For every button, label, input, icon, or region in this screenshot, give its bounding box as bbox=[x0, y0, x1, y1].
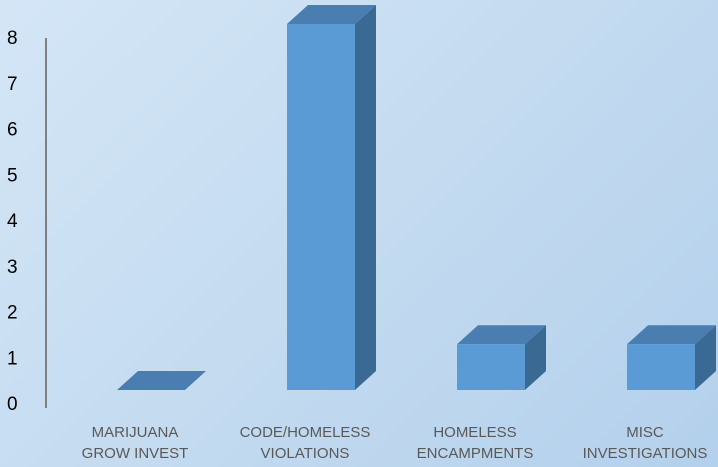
bar-top bbox=[457, 325, 546, 345]
y-tick-label: 1 bbox=[7, 348, 18, 369]
bar bbox=[117, 371, 206, 390]
y-tick-label: 5 bbox=[7, 165, 18, 186]
category-labels: MARIJUANA GROW INVEST CODE/HOMELESS VIOLATI… bbox=[82, 424, 708, 462]
y-tick-label: 7 bbox=[7, 74, 18, 95]
y-tick-label: 2 bbox=[7, 303, 18, 324]
bar-side bbox=[355, 5, 376, 390]
category-label: CODE/HOMELESS VIOLATIONS bbox=[240, 424, 371, 462]
bar bbox=[457, 325, 546, 390]
y-tick-label: 8 bbox=[7, 28, 18, 49]
bar-top bbox=[287, 5, 376, 24]
y-tick-label: 6 bbox=[7, 120, 18, 141]
bar-front bbox=[627, 344, 695, 390]
category-label: MARIJUANA GROW INVEST bbox=[82, 424, 189, 462]
bar-front bbox=[457, 344, 525, 390]
bar bbox=[287, 5, 376, 390]
y-tick-labels: 0 1 2 3 4 5 6 7 8 bbox=[7, 28, 18, 415]
y-tick-label: 3 bbox=[7, 257, 18, 278]
bar bbox=[627, 325, 716, 390]
category-label: MISC INVESTIGATIONS bbox=[583, 424, 708, 462]
bars bbox=[117, 5, 716, 390]
category-label: HOMELESS ENCAMPMENTS bbox=[417, 424, 534, 462]
bar-top bbox=[627, 325, 716, 345]
y-tick-label: 0 bbox=[7, 394, 18, 415]
bar-front bbox=[287, 24, 355, 390]
bar-side bbox=[525, 325, 546, 390]
bar-top bbox=[117, 371, 206, 390]
bar-side bbox=[695, 325, 716, 390]
y-tick-label: 4 bbox=[7, 211, 18, 232]
